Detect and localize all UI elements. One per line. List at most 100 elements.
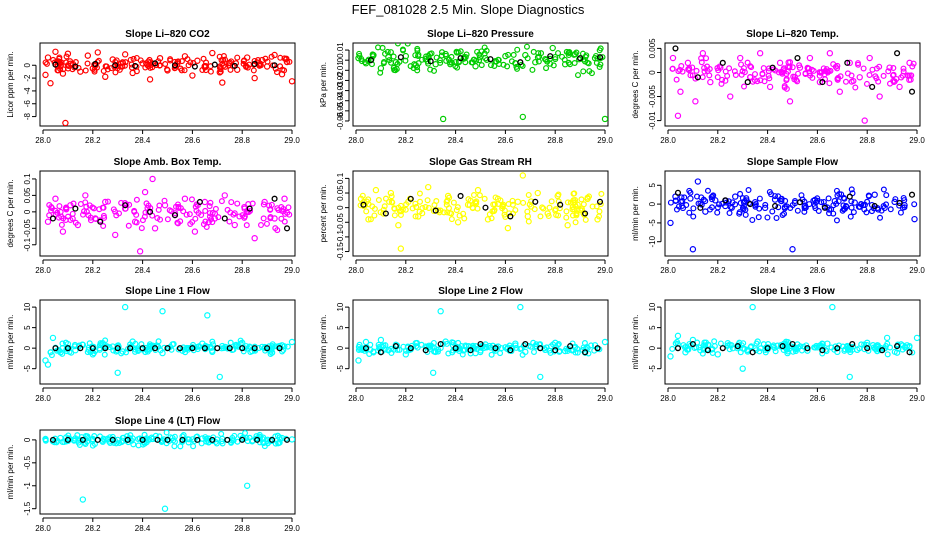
data-point [539,204,546,211]
data-point [555,198,562,205]
selected-point [171,212,179,219]
x-tick-label: 28.2 [710,394,726,403]
data-point [461,215,468,222]
data-point [476,54,483,61]
data-point [133,196,140,203]
data-point [694,178,702,185]
data-point [564,199,571,206]
data-point [579,207,586,214]
data-point [684,59,692,67]
data-point [244,438,251,445]
data-point [690,213,697,220]
data-point [273,69,280,76]
data-point [216,69,223,76]
selected-point [251,60,258,68]
data-point [382,342,389,349]
data-point [840,202,847,209]
data-point [554,192,561,200]
data-point [434,207,442,214]
selected-point [276,345,283,352]
selected-point [674,189,682,196]
data-point [737,190,744,197]
data-point [794,207,801,214]
selected-point [457,192,464,199]
data-point [714,204,721,211]
selected-point [492,345,499,352]
chart-panel-6: Slope Sample Flow 28.0 28.2 28.4 28.6 28.8 29.… [631,157,925,275]
data-point [220,56,227,63]
data-point [693,67,700,74]
x-tick-label: 28.0 [348,266,364,275]
data-point [572,219,579,226]
data-point [756,348,763,355]
selected-point [271,62,278,69]
selected-point [224,436,231,443]
data-point [523,43,530,50]
data-point [571,50,579,58]
y-tick-label: -5 [336,365,345,373]
data-point [784,349,791,357]
selected-point [789,341,796,348]
selected-point [164,345,171,352]
data-point [812,205,819,212]
data-point [231,221,238,229]
data-point [714,351,722,358]
chart-panel-8: Slope Line 2 Flow 28.0 28.2 28.4 28.6 28.8 29.… [319,286,613,403]
data-point [749,303,756,311]
panels-group: Slope Li–820 CO2 28.0 28.2 28.4 28.6 28.8 29.0… [6,29,925,533]
selected-point [452,345,459,352]
data-point [108,65,115,72]
data-point [906,59,913,67]
data-point [395,222,402,229]
data-point [580,68,587,75]
data-point [593,203,600,210]
data-point [748,64,755,71]
panel-title: Slope Sample Flow [747,157,838,168]
data-point [416,190,423,197]
data-point [787,59,794,66]
data-point [396,208,403,215]
data-point [399,46,406,53]
data-point [267,350,274,357]
data-point [492,57,499,65]
data-point [52,48,59,55]
data-point [687,189,694,196]
data-point [168,208,175,215]
selected-point [377,349,384,356]
data-point [900,65,907,72]
data-point [682,349,689,356]
plot-frame [39,299,296,385]
data-point [389,199,396,206]
x-tick-label: 28.0 [348,136,364,145]
data-point [737,54,744,62]
data-point [277,54,284,61]
data-point [847,213,854,220]
data-point [716,201,723,208]
data-point [708,194,715,201]
data-point [205,219,212,226]
data-point [362,60,370,67]
selected-point [844,59,851,66]
data-point [121,62,128,69]
selected-point [254,436,261,443]
data-point [876,93,883,100]
data-point [580,56,587,63]
data-point [154,215,161,222]
selected-point [239,436,246,443]
data-point [141,213,148,220]
selected-point [112,62,119,69]
data-point [903,342,911,349]
data-point [74,221,82,229]
data-point [532,342,539,350]
y-tick-label: 0 [336,205,345,210]
data-point [792,348,799,355]
data-point [674,338,681,345]
data-point [786,98,794,105]
data-point [377,65,385,72]
data-point [96,346,103,353]
data-point [268,349,276,356]
data-point [42,71,49,79]
data-point [445,350,452,357]
selected-point [283,225,291,232]
